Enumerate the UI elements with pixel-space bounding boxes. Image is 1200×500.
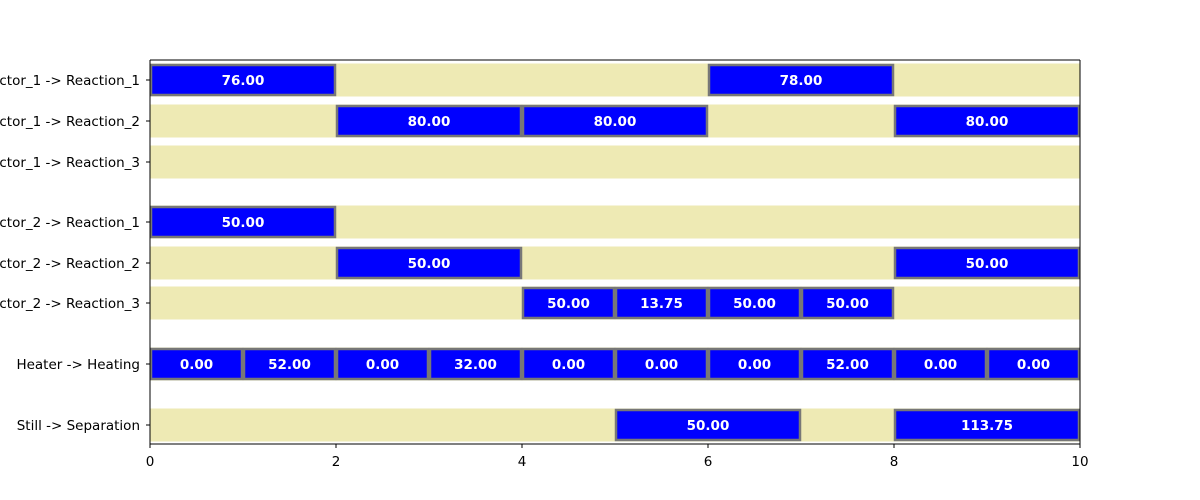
task-bar [149, 347, 244, 381]
task-value-label: 76.00 [222, 73, 265, 89]
task-bar [428, 347, 523, 381]
task-value-label: 80.00 [966, 114, 1009, 130]
task-value-label: 113.75 [961, 418, 1013, 434]
task-bar [893, 347, 988, 381]
lane-background [150, 145, 1080, 179]
task-value-label: 13.75 [640, 296, 683, 312]
task-bar [149, 205, 337, 239]
task-value-label: 52.00 [826, 357, 869, 373]
task-value-label: 0.00 [738, 357, 771, 373]
task-bar [707, 286, 802, 320]
x-tick-label: 10 [1071, 454, 1088, 470]
row-label: Still -> Separation [17, 418, 140, 434]
task-bar [893, 246, 1081, 280]
task-bar [521, 347, 616, 381]
row-label: Reactor_1 -> Reaction_3 [0, 155, 140, 171]
task-bar [707, 63, 895, 97]
task-bar [893, 408, 1081, 442]
task-value-label: 0.00 [366, 357, 399, 373]
task-value-label: 52.00 [268, 357, 311, 373]
task-value-label: 0.00 [1017, 357, 1050, 373]
task-bar [335, 347, 430, 381]
row-label: Reactor_2 -> Reaction_1 [0, 215, 140, 231]
task-value-label: 50.00 [966, 256, 1009, 272]
x-tick-label: 8 [890, 454, 899, 470]
task-group: 76.00 78.00 80.00 80.00 80.00 50.00 50.00 50.00… [149, 63, 1081, 442]
task-bar [335, 104, 523, 138]
task-value-label: 50.00 [222, 215, 265, 231]
task-bar [242, 347, 337, 381]
task-value-label: 0.00 [180, 357, 213, 373]
task-bar [800, 347, 895, 381]
row-label: Reactor_1 -> Reaction_1 [0, 73, 140, 89]
task-bar [521, 286, 616, 320]
task-value-label: 0.00 [645, 357, 678, 373]
task-value-label: 50.00 [687, 418, 730, 434]
task-value-label: 0.00 [924, 357, 957, 373]
task-bar [893, 104, 1081, 138]
row-label: Reactor_2 -> Reaction_2 [0, 256, 140, 272]
x-tick-label: 2 [332, 454, 341, 470]
x-tick-label: 4 [518, 454, 527, 470]
task-value-label: 32.00 [454, 357, 497, 373]
task-value-label: 80.00 [408, 114, 451, 130]
x-tick-label: 0 [146, 454, 155, 470]
task-bar [149, 63, 337, 97]
task-bar [800, 286, 895, 320]
task-bar [986, 347, 1081, 381]
x-tick-label: 6 [704, 454, 713, 470]
task-value-label: 50.00 [408, 256, 451, 272]
task-bar [335, 246, 523, 280]
task-bar [707, 347, 802, 381]
task-value-label: 50.00 [733, 296, 776, 312]
task-value-label: 50.00 [826, 296, 869, 312]
task-bar [614, 347, 709, 381]
task-value-label: 50.00 [547, 296, 590, 312]
axes-group [146, 59, 1081, 448]
label-group: Reactor_1 -> Reaction_1 Reactor_1 -> Reac… [0, 73, 1089, 470]
task-bar [614, 408, 802, 442]
task-value-label: 78.00 [780, 73, 823, 89]
row-label: Heater -> Heating [16, 357, 140, 373]
row-label: Reactor_2 -> Reaction_3 [0, 296, 140, 312]
task-value-label: 0.00 [552, 357, 585, 373]
task-bar [521, 104, 709, 138]
row-label: Reactor_1 -> Reaction_2 [0, 114, 140, 130]
task-bar [614, 286, 709, 320]
task-value-label: 80.00 [594, 114, 637, 130]
